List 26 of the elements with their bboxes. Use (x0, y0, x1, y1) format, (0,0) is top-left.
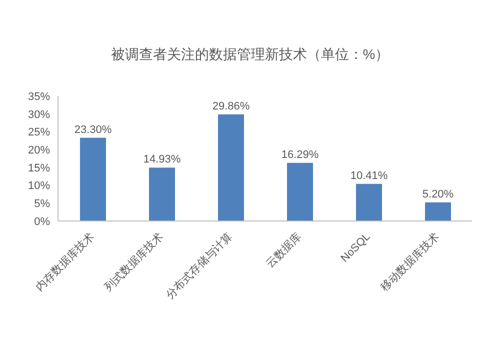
y-tick-label: 35% (28, 90, 50, 103)
bar (218, 114, 244, 221)
data-label: 29.86% (212, 100, 250, 112)
x-tick-label: 列式数据库技术 (102, 230, 166, 294)
x-tick-label: 云数据库 (263, 230, 304, 270)
y-tick-label: 10% (28, 180, 50, 192)
data-label: 14.93% (143, 154, 181, 166)
x-tick-label: 分布式存储与计算 (163, 230, 235, 302)
bar (149, 168, 175, 221)
y-tick-label: 5% (34, 198, 50, 210)
bar (80, 138, 106, 221)
bar (425, 202, 451, 221)
y-tick-label: 0% (34, 216, 50, 228)
y-tick-label: 15% (28, 162, 50, 174)
bar (356, 184, 382, 221)
y-tick-label: 30% (28, 108, 50, 121)
y-tick-label: 20% (28, 144, 50, 156)
chart-title: 被调查者关注的数据管理新技术（单位：%） (110, 45, 390, 64)
y-tick-label: 25% (28, 126, 50, 139)
x-tick-label: 内存数据库技术 (33, 230, 97, 294)
data-label: 16.29% (281, 148, 319, 161)
data-label: 10.41% (350, 170, 388, 182)
data-label: 5.20% (422, 188, 454, 200)
x-tick-label: 移动数据库技术 (378, 230, 442, 294)
data-label: 23.30% (74, 124, 112, 136)
bar (287, 162, 313, 221)
